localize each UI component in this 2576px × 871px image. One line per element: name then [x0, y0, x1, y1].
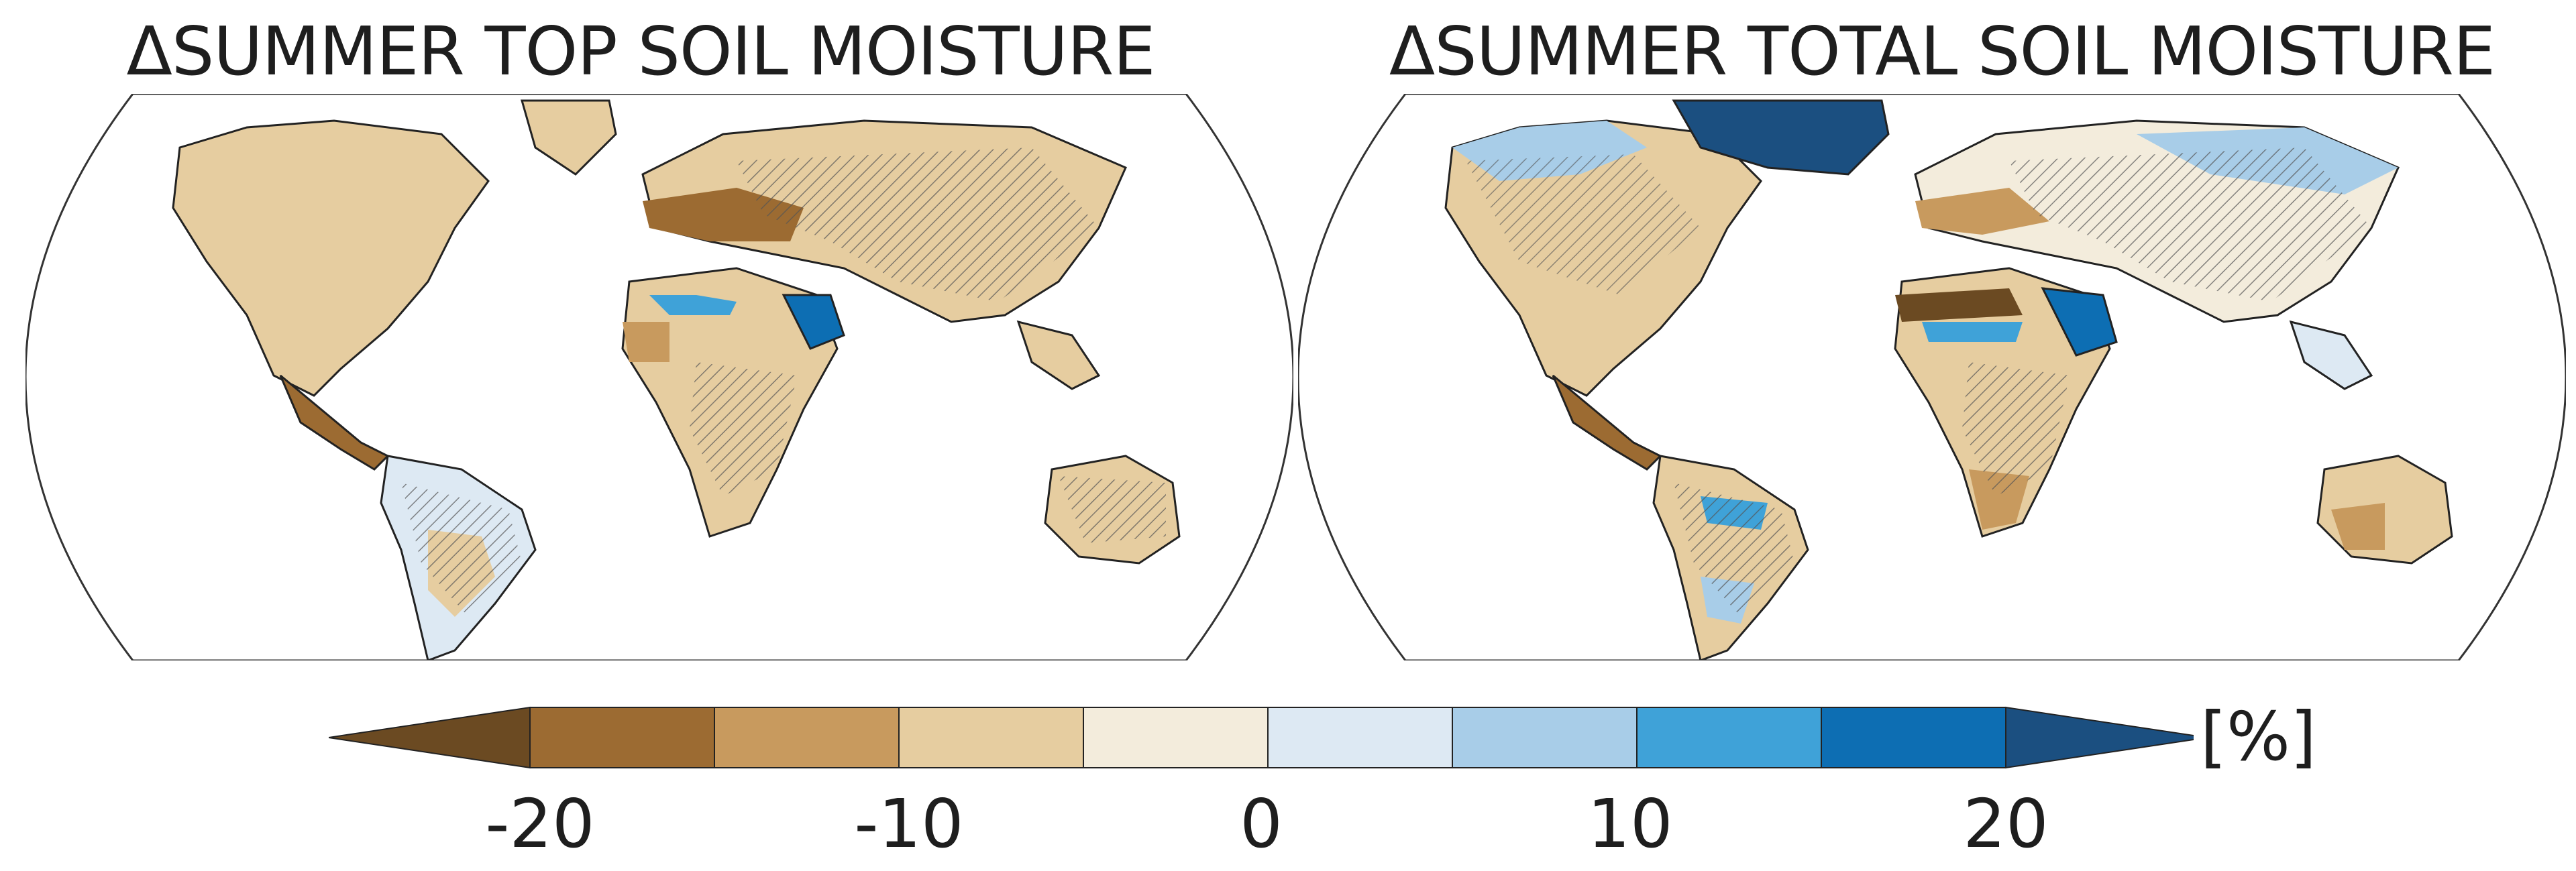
colorbar: [329, 706, 2194, 769]
se-asia-land: [2289, 320, 2373, 390]
central-america-land: [279, 374, 390, 471]
map-frame: [1298, 94, 2566, 660]
europe-dry: [1915, 188, 2049, 235]
se-asia-land: [1016, 320, 1101, 390]
arabia-wet: [782, 294, 845, 350]
sahel-wet: [1922, 322, 2023, 342]
colorbar-extend-low: [329, 706, 531, 769]
sahel-dry: [1895, 288, 2023, 322]
total-soil-moisture-map: [1298, 94, 2566, 660]
greenland-land: [1672, 99, 1890, 176]
colorbar-bin: [1083, 707, 1269, 768]
arabia-wet: [2041, 287, 2118, 357]
colorbar-bin: [529, 707, 715, 768]
map-frame: [25, 94, 1293, 660]
left-panel-title: ΔSUMMER TOP SOIL MOISTURE: [126, 12, 1155, 91]
colorbar-tick-label: 0: [1240, 785, 1283, 863]
colorbar-tick-label: 10: [1587, 785, 1673, 863]
greenland-land: [521, 99, 617, 176]
colorbar-bin: [1267, 707, 1453, 768]
colorbar-bin: [714, 707, 900, 768]
north-america-land: [172, 119, 490, 397]
colorbar-tick-label: -20: [485, 785, 595, 863]
colorbar-extend-high: [2005, 706, 2194, 769]
colorbar-bin: [898, 707, 1084, 768]
colorbar-unit-label: [%]: [2200, 697, 2317, 776]
colorbar-tick-label: -10: [854, 785, 964, 863]
colorbar-bin: [1452, 707, 1638, 768]
colorbar-bin: [1636, 707, 1822, 768]
west-africa-dry: [623, 322, 669, 362]
colorbar-bin: [1821, 707, 2006, 768]
central-america-land: [1552, 374, 1662, 471]
top-soil-moisture-map: [25, 94, 1293, 660]
australia-dry: [2331, 503, 2385, 550]
right-panel-title: ΔSUMMER TOTAL SOIL MOISTURE: [1389, 12, 2496, 91]
sahel-wet: [649, 295, 737, 315]
colorbar-tick-label: 20: [1963, 785, 2049, 863]
